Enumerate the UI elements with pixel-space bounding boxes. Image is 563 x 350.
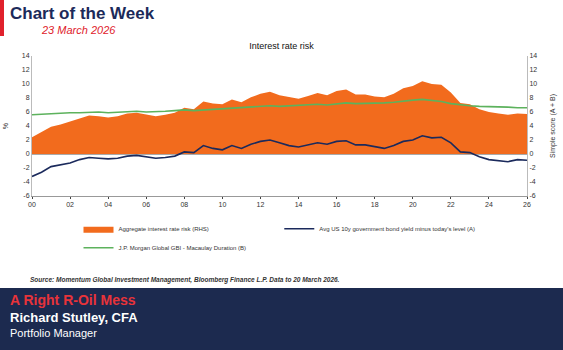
svg-text:8: 8 bbox=[26, 94, 30, 101]
svg-text:-6: -6 bbox=[529, 192, 535, 199]
html-text:Chart of the Week: Chart of the Week bbox=[10, 4, 155, 23]
html-text:A Right R-Oil Mess: A Right R-Oil Mess bbox=[10, 292, 136, 308]
svg-text:-4: -4 bbox=[23, 178, 29, 185]
svg-text:Avg US 10y government bond yie: Avg US 10y government bond yield minus t… bbox=[319, 226, 475, 232]
svg-text:-2: -2 bbox=[529, 164, 535, 171]
svg-text:10: 10 bbox=[22, 80, 30, 87]
svg-text:06: 06 bbox=[142, 201, 150, 208]
svg-text:6: 6 bbox=[26, 108, 30, 115]
svg-text:24: 24 bbox=[485, 201, 493, 208]
svg-text:02: 02 bbox=[66, 201, 74, 208]
svg-text:16: 16 bbox=[333, 201, 341, 208]
svg-text:Interest rate risk: Interest rate risk bbox=[249, 41, 314, 51]
svg-text:04: 04 bbox=[104, 201, 112, 208]
svg-text:26: 26 bbox=[523, 201, 531, 208]
svg-text:-6: -6 bbox=[23, 192, 29, 199]
svg-text:0: 0 bbox=[529, 150, 533, 157]
svg-text:14: 14 bbox=[22, 52, 30, 59]
svg-text:-2: -2 bbox=[23, 164, 29, 171]
svg-text:Aggregate interest rate risk (: Aggregate interest rate risk (RHS) bbox=[119, 226, 209, 232]
svg-text:4: 4 bbox=[529, 122, 533, 129]
svg-text:18: 18 bbox=[371, 201, 379, 208]
svg-text:-4: -4 bbox=[529, 178, 535, 185]
html-text:Portfolio Manager: Portfolio Manager bbox=[10, 327, 97, 339]
svg-text:20: 20 bbox=[409, 201, 417, 208]
svg-text:08: 08 bbox=[180, 201, 188, 208]
svg-text:14: 14 bbox=[295, 201, 303, 208]
svg-text:4: 4 bbox=[26, 122, 30, 129]
html-text:23 March 2026: 23 March 2026 bbox=[42, 24, 116, 36]
svg-text:12: 12 bbox=[257, 201, 265, 208]
svg-text:10: 10 bbox=[218, 201, 226, 208]
svg-text:Simple score (A + B): Simple score (A + B) bbox=[549, 94, 557, 158]
svg-text:22: 22 bbox=[447, 201, 455, 208]
svg-text:0: 0 bbox=[26, 150, 30, 157]
html-text:Richard Stutley, CFA: Richard Stutley, CFA bbox=[10, 310, 138, 325]
html-text:Source: Momentum Global Invest: Source: Momentum Global Investment Manag… bbox=[30, 276, 340, 283]
svg-text:10: 10 bbox=[529, 80, 537, 87]
svg-text:14: 14 bbox=[529, 52, 537, 59]
svg-text:2: 2 bbox=[26, 136, 30, 143]
svg-text:2: 2 bbox=[529, 136, 533, 143]
svg-text:6: 6 bbox=[529, 108, 533, 115]
svg-text:%: % bbox=[2, 123, 9, 129]
svg-text:12: 12 bbox=[529, 66, 537, 73]
svg-text:00: 00 bbox=[28, 201, 36, 208]
svg-text:8: 8 bbox=[529, 94, 533, 101]
svg-text:J.P. Morgan Global GBI - Macau: J.P. Morgan Global GBI - Macaulay Durati… bbox=[119, 245, 247, 251]
svg-text:12: 12 bbox=[22, 66, 30, 73]
